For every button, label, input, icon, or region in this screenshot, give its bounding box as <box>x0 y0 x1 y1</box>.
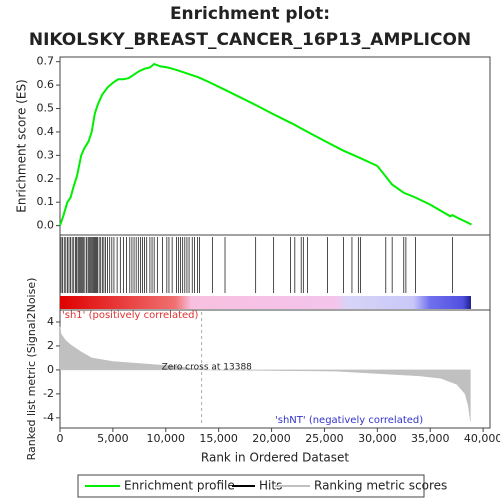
x-axis-label: Rank in Ordered Dataset <box>201 451 349 465</box>
x-tick-label: 10,000 <box>147 432 186 445</box>
chart-title: Enrichment plot: <box>170 4 330 24</box>
y-tick-label: -2 <box>43 387 54 400</box>
y-tick-label: 0.2 <box>37 172 55 185</box>
metric-axis-label: Ranked list metric (Signal2Noise) <box>25 278 38 461</box>
x-tick-label: 30,000 <box>358 432 397 445</box>
chart-subtitle: NIKOLSKY_BREAST_CANCER_16P13_AMPLICON <box>29 30 471 50</box>
rank-color-bar <box>60 296 471 309</box>
legend-label: Ranking metric scores <box>314 479 447 493</box>
x-tick-label: 0 <box>57 432 64 445</box>
legend-label: Hits <box>259 479 282 493</box>
es-panel <box>59 56 491 236</box>
y-tick-label: 0.0 <box>37 219 55 232</box>
x-tick-label: 20,000 <box>252 432 291 445</box>
y-tick-label: 0.7 <box>37 55 55 68</box>
x-tick-label: 15,000 <box>199 432 238 445</box>
y-tick-label: 0 <box>47 363 54 376</box>
y-tick-label: 0.6 <box>37 78 55 91</box>
x-tick-label: 40,000 <box>464 432 500 445</box>
y-tick-label: 0.5 <box>37 102 55 115</box>
x-tick-label: 5,000 <box>97 432 129 445</box>
y-tick-label: -4 <box>43 411 54 424</box>
es-axis-label: Enrichment score (ES) <box>15 79 29 212</box>
zero-cross-label: Zero cross at 13388 <box>162 362 253 372</box>
negative-label: 'shNT' (negatively correlated) <box>275 415 423 426</box>
x-tick-label: 25,000 <box>305 432 344 445</box>
enrichment-line <box>59 62 472 226</box>
y-tick-label: 0.3 <box>37 148 55 161</box>
y-tick-label: 4 <box>47 315 54 328</box>
y-tick-label: 0.4 <box>37 125 55 138</box>
y-tick-label: 2 <box>47 339 54 352</box>
positive-label: 'sh1' (positively correlated) <box>62 310 199 321</box>
legend-label: Enrichment profile <box>124 479 235 493</box>
y-tick-label: 0.1 <box>37 195 55 208</box>
x-tick-label: 35,000 <box>411 432 450 445</box>
metric-area <box>59 326 471 422</box>
